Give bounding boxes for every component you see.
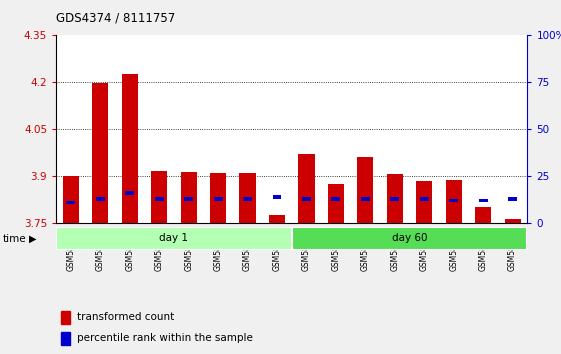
Bar (61, 311, 70, 324)
Text: GDS4374 / 8111757: GDS4374 / 8111757 (56, 12, 176, 25)
Bar (387, 174, 403, 223)
Bar (243, 197, 252, 200)
Bar (420, 197, 429, 200)
Bar (63, 176, 79, 223)
Bar (475, 207, 491, 223)
Bar (181, 172, 197, 223)
Bar (332, 197, 341, 200)
Bar (56, 227, 292, 250)
Bar (302, 197, 311, 200)
Bar (292, 227, 527, 250)
Bar (240, 173, 256, 223)
Bar (504, 219, 521, 223)
Bar (449, 199, 458, 202)
Bar (508, 197, 517, 200)
Text: percentile rank within the sample: percentile rank within the sample (77, 333, 252, 343)
Bar (479, 199, 488, 202)
Bar (273, 195, 282, 199)
Bar (214, 197, 223, 200)
Bar (269, 215, 285, 223)
Bar (210, 173, 226, 223)
Bar (445, 181, 462, 223)
Bar (151, 171, 167, 223)
Bar (125, 191, 134, 195)
Bar (155, 197, 164, 200)
Bar (390, 197, 399, 200)
Bar (61, 332, 70, 345)
Bar (184, 197, 193, 200)
Bar (416, 181, 433, 223)
Bar (92, 83, 108, 223)
Text: time: time (3, 234, 26, 244)
Text: day 1: day 1 (159, 233, 188, 243)
Text: ▶: ▶ (29, 234, 36, 244)
Bar (357, 157, 374, 223)
Bar (122, 74, 138, 223)
Text: day 60: day 60 (392, 233, 427, 243)
Bar (328, 184, 344, 223)
Bar (96, 197, 105, 200)
Bar (361, 197, 370, 200)
Bar (66, 200, 75, 204)
Bar (298, 154, 315, 223)
Text: transformed count: transformed count (77, 312, 174, 322)
